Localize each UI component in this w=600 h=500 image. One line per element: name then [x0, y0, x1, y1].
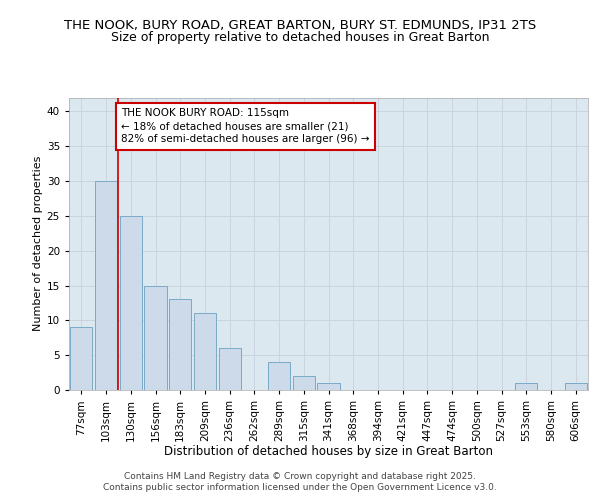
Y-axis label: Number of detached properties: Number of detached properties [32, 156, 43, 332]
Text: THE NOOK BURY ROAD: 115sqm
← 18% of detached houses are smaller (21)
82% of semi: THE NOOK BURY ROAD: 115sqm ← 18% of deta… [121, 108, 370, 144]
X-axis label: Distribution of detached houses by size in Great Barton: Distribution of detached houses by size … [164, 446, 493, 458]
Bar [515, 383, 538, 390]
Bar [317, 383, 340, 390]
Bar [70, 328, 92, 390]
Bar [194, 314, 216, 390]
Bar [119, 216, 142, 390]
Bar [565, 383, 587, 390]
Bar [95, 181, 117, 390]
Bar [169, 300, 191, 390]
Text: Contains HM Land Registry data © Crown copyright and database right 2025.
Contai: Contains HM Land Registry data © Crown c… [103, 472, 497, 492]
Bar [145, 286, 167, 390]
Bar [293, 376, 315, 390]
Text: Size of property relative to detached houses in Great Barton: Size of property relative to detached ho… [111, 31, 489, 44]
Bar [268, 362, 290, 390]
Bar [218, 348, 241, 390]
Text: THE NOOK, BURY ROAD, GREAT BARTON, BURY ST. EDMUNDS, IP31 2TS: THE NOOK, BURY ROAD, GREAT BARTON, BURY … [64, 18, 536, 32]
